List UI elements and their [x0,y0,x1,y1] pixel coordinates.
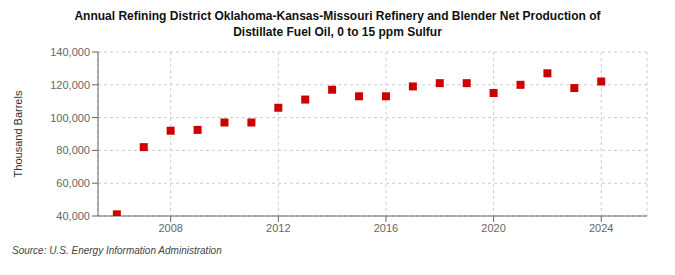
html-text:Annual Refining District Oklah: Annual Refining District Oklahoma-Kansas… [74,9,601,39]
svg-text:100,000: 100,000 [50,112,90,124]
html-text:Source: U.S. Energy Informatio: Source: U.S. Energy Information Administ… [12,245,222,256]
svg-text:2020: 2020 [481,222,505,234]
svg-text:Thousand Barrels: Thousand Barrels [12,90,24,177]
svg-text:80,000: 80,000 [56,144,90,156]
svg-text:140,000: 140,000 [50,46,90,58]
svg-text:2012: 2012 [266,222,290,234]
svg-text:60,000: 60,000 [56,177,90,189]
svg-text:2008: 2008 [158,222,182,234]
svg-text:2024: 2024 [589,222,613,234]
svg-text:2016: 2016 [374,222,398,234]
svg-text:40,000: 40,000 [56,210,90,222]
svg-text:120,000: 120,000 [50,79,90,91]
